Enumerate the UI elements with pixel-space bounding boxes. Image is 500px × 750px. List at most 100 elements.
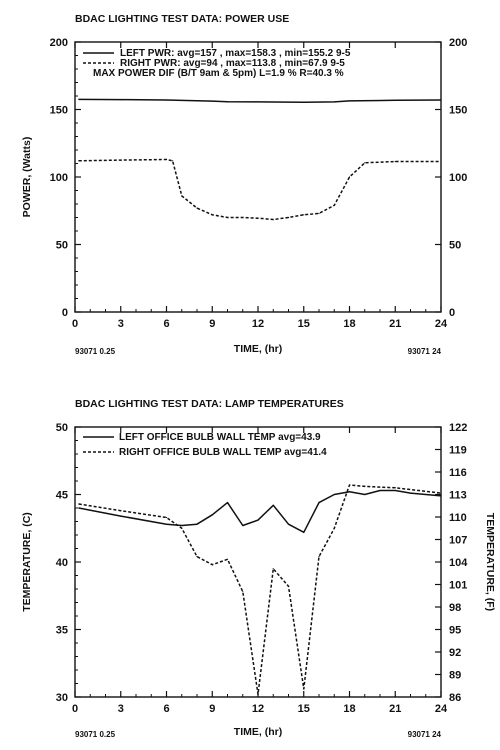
series-1-point xyxy=(379,489,381,492)
plot-frame xyxy=(74,426,442,698)
series-2-point xyxy=(172,160,174,162)
series-2-point xyxy=(318,212,320,215)
x-tick-label: 3 xyxy=(118,703,124,715)
series-2-point xyxy=(181,527,183,529)
series-2-point xyxy=(348,484,351,486)
series-2-point xyxy=(348,176,351,178)
x-tick-label: 6 xyxy=(163,703,169,715)
x-tick-label: 9 xyxy=(209,703,215,715)
series-2-point xyxy=(272,568,274,570)
series-2-point xyxy=(196,207,198,209)
series-1-point xyxy=(440,99,442,101)
series-2-point xyxy=(120,159,122,161)
series-line-1 xyxy=(78,489,442,534)
y-tick-label: 150 xyxy=(50,105,68,117)
series-2-point xyxy=(257,217,259,219)
series-2-point xyxy=(333,527,335,529)
y-right-tick-label: 92 xyxy=(449,647,461,659)
y-tick-label: 35 xyxy=(56,625,68,637)
series-1-point xyxy=(211,514,213,516)
series-1-point xyxy=(394,99,396,101)
y-tick-label: 30 xyxy=(56,692,68,704)
series-2-point xyxy=(303,688,305,690)
x-tick-label: 18 xyxy=(343,703,355,715)
y-tick-label: 45 xyxy=(56,490,68,502)
series-1-point xyxy=(181,524,183,527)
series-2-point xyxy=(272,218,274,221)
series-2-point xyxy=(242,216,244,219)
y-right-tick-label: 122 xyxy=(449,422,467,434)
legend-entry: RIGHT PWR: avg=94 , max=113.8 , min=67.9… xyxy=(120,58,345,69)
series-2-point xyxy=(211,214,213,216)
series-1-point xyxy=(211,100,213,102)
y-right-axis-label: TEMPERATURE, (F) xyxy=(484,513,496,611)
y-axis-label: POWER, (Watts) xyxy=(21,137,33,218)
footer-right: 93071 24 xyxy=(408,730,442,739)
series-2-point xyxy=(165,158,168,161)
footer-left: 93071 0.25 xyxy=(75,730,116,739)
y-tick-label: 40 xyxy=(56,557,68,569)
series-2-point xyxy=(226,216,229,219)
series-2-point xyxy=(394,160,396,163)
y-right-tick-label: 113 xyxy=(449,490,467,502)
y-right-tick-label: 104 xyxy=(449,557,468,569)
x-tick-label: 15 xyxy=(298,703,310,715)
series-1-point xyxy=(226,101,229,103)
y-tick-label: 100 xyxy=(50,172,68,184)
series-1-point xyxy=(318,502,320,504)
series-2-point xyxy=(287,216,290,219)
y-tick-label: 50 xyxy=(56,422,68,434)
series-2-point xyxy=(287,585,290,587)
series-1-point xyxy=(440,495,442,497)
series-1-point xyxy=(394,489,396,492)
y-tick-label: 0 xyxy=(62,307,68,319)
legend-entry: MAX POWER DIF (B/T 9am & 5pm) L=1.9 % R=… xyxy=(93,68,344,79)
series-2-point xyxy=(226,558,229,560)
y-right-tick-label: 100 xyxy=(449,172,467,184)
y-right-tick-label: 50 xyxy=(449,240,461,252)
series-2-point xyxy=(440,492,442,494)
series-1-point xyxy=(333,101,335,103)
series-2-point xyxy=(78,160,80,162)
series-2-point xyxy=(120,510,122,512)
x-tick-label: 6 xyxy=(163,318,169,330)
series-1-point xyxy=(333,493,335,496)
x-tick-label: 9 xyxy=(209,318,215,330)
y-tick-label: 200 xyxy=(50,37,68,49)
plot-frame xyxy=(74,41,442,313)
series-2-point xyxy=(303,214,305,216)
series-line-2 xyxy=(78,484,442,696)
series-1-point xyxy=(303,101,305,103)
x-tick-label: 0 xyxy=(72,318,78,330)
y-axis-label: TEMPERATURE, (C) xyxy=(21,512,33,612)
series-1-point xyxy=(348,491,351,493)
legend-entry: RIGHT OFFICE BULB WALL TEMP avg=41.4 xyxy=(119,447,327,458)
series-2-point xyxy=(181,195,183,197)
legend-entry: LEFT PWR: avg=157 , max=158.3 , min=155.… xyxy=(120,48,351,59)
x-axis-label: TIME, (hr) xyxy=(234,726,282,738)
series-2-point xyxy=(242,591,244,593)
y-right-tick-label: 116 xyxy=(449,467,467,479)
y-right-tick-label: 107 xyxy=(449,535,467,547)
series-2-point xyxy=(394,487,396,489)
series-2-point xyxy=(165,516,168,519)
series-1-point xyxy=(78,507,80,509)
series-1-point xyxy=(120,99,122,101)
y-right-tick-label: 119 xyxy=(449,445,467,457)
x-tick-label: 15 xyxy=(298,318,310,330)
y-right-tick-label: 110 xyxy=(449,512,467,524)
series-line-1 xyxy=(78,98,442,103)
series-1-point xyxy=(226,502,229,504)
series-2-point xyxy=(318,556,320,558)
x-tick-label: 12 xyxy=(252,703,264,715)
chart-title: BDAC LIGHTING TEST DATA: LAMP TEMPERATUR… xyxy=(75,398,344,410)
x-tick-label: 18 xyxy=(343,318,355,330)
footer-right: 93071 24 xyxy=(408,347,442,356)
y-right-tick-label: 101 xyxy=(449,580,467,592)
x-axis-label: TIME, (hr) xyxy=(234,343,282,355)
x-tick-label: 24 xyxy=(435,703,448,715)
series-line-2 xyxy=(78,158,441,221)
series-2-point xyxy=(78,503,80,505)
series-1-point xyxy=(165,99,168,101)
